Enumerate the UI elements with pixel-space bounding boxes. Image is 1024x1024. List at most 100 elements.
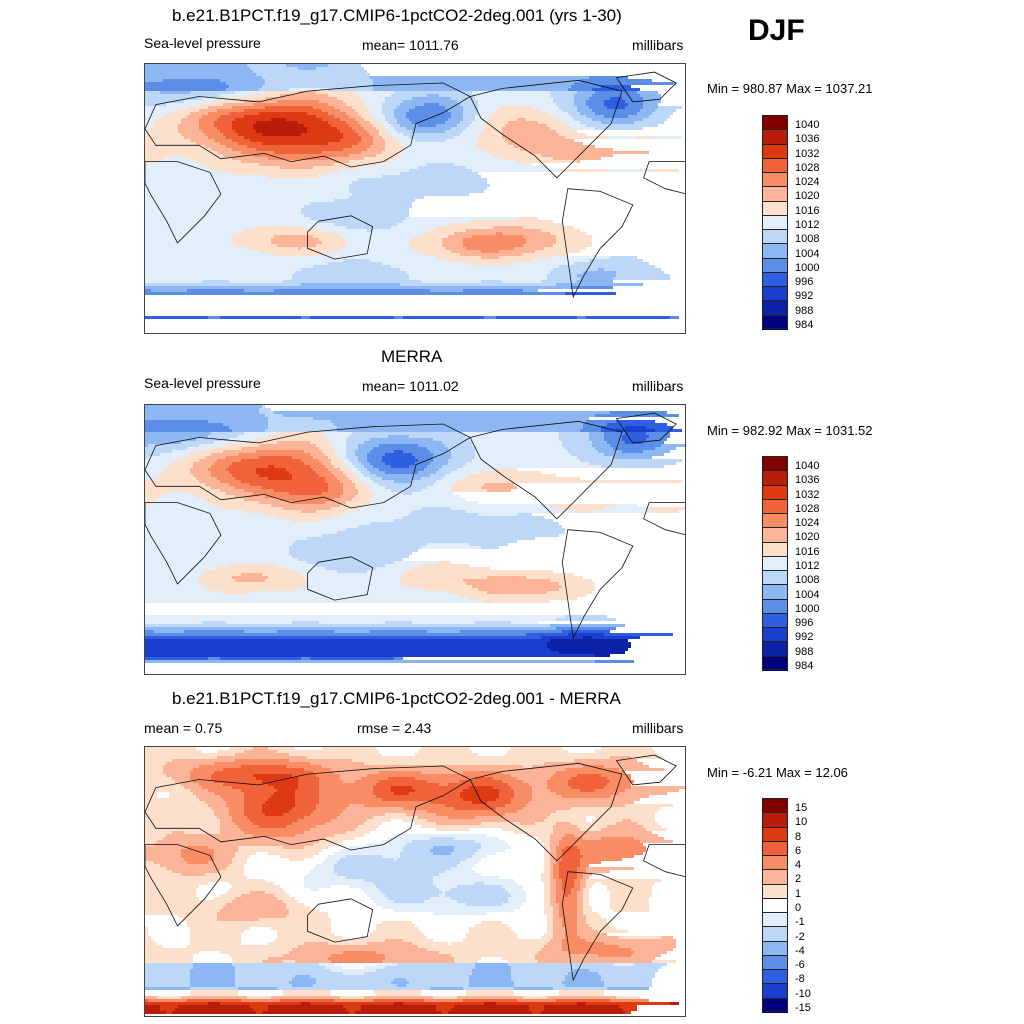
colorbar-tick-label: 1020: [795, 190, 820, 203]
colorbar-swatch: [762, 812, 788, 828]
colorbar-swatch: [762, 983, 788, 999]
contour-field: [145, 747, 685, 1014]
colorbar-tick-label: -6: [795, 959, 805, 972]
colorbar-tick-label: 1016: [795, 545, 820, 558]
colorbar-swatch: [762, 214, 788, 231]
colorbar-frame: [762, 798, 788, 1012]
colorbar-swatch: [762, 869, 788, 885]
colorbar-swatch: [762, 484, 788, 500]
colorbar-tick-label: 1012: [795, 219, 820, 231]
colorbar-swatch: [762, 840, 788, 857]
colorbar-swatch: [762, 826, 788, 842]
panel-3-units-label: millibars: [632, 720, 684, 736]
colorbar-tick-label: 1024: [795, 517, 820, 530]
coastline: [145, 844, 222, 927]
coastline: [469, 420, 623, 520]
colorbar-tick-label: -1: [795, 916, 805, 929]
colorbar-swatch: [762, 570, 788, 586]
colorbar-tick-label: 984: [795, 659, 814, 672]
panel-1-left-label: Sea-level pressure: [144, 35, 261, 51]
colorbar-tick-label: 1020: [795, 531, 820, 544]
colorbar-swatch: [762, 897, 788, 914]
colorbar-swatch: [762, 243, 788, 259]
colorbar-tick-label: -2: [795, 930, 805, 943]
coastline: [145, 82, 472, 168]
colorbar-frame: [762, 115, 788, 329]
colorbar-tick-label: 10: [795, 816, 808, 829]
coastline: [561, 871, 634, 982]
colorbar-swatch: [762, 513, 788, 529]
panel-2-mean-label: mean= 1011.02: [362, 378, 459, 394]
colorbar-swatch: [762, 883, 788, 899]
colorbar-tick-label: 1028: [795, 502, 820, 515]
colorbar-tick-label: 8: [795, 830, 802, 843]
colorbar-tick-label: -8: [795, 973, 805, 986]
colorbar-swatch: [762, 926, 788, 942]
colorbar-swatch: [762, 555, 788, 572]
coastline: [643, 844, 685, 878]
colorbar-swatch: [762, 271, 788, 288]
panel-1-colorbar: 1040 1036 1032 1028 1024 1020 1016 1012 1008 1004…: [762, 115, 852, 330]
colorbar-tick-label: 1036: [795, 133, 820, 146]
colorbar-tick-label: 1032: [795, 147, 820, 160]
colorbar-swatch: [762, 286, 788, 302]
coastline: [145, 765, 472, 851]
contour-field: [145, 64, 685, 319]
panel-1-minmax: Min = 980.87 Max = 1037.21: [707, 81, 873, 96]
colorbar-swatch: [762, 969, 788, 985]
colorbar-tick-label: 988: [795, 304, 814, 317]
colorbar-swatch: [762, 527, 788, 543]
colorbar-tick-label: 15: [795, 802, 808, 815]
panel-1-units-label: millibars: [632, 37, 684, 53]
coastline: [307, 556, 374, 601]
colorbar-tick-label: -10: [795, 987, 811, 1000]
colorbar-swatch: [762, 655, 788, 671]
panel-3-map: [144, 746, 686, 1017]
colorbar-swatch: [762, 598, 788, 614]
colorbar-swatch: [762, 470, 788, 486]
colorbar-swatch: [762, 954, 788, 971]
colorbar-swatch: [762, 912, 788, 928]
colorbar-tick-label: 0: [795, 902, 802, 914]
colorbar-swatch: [762, 186, 788, 202]
colorbar-swatch: [762, 641, 788, 657]
colorbar-tick-label: 1004: [795, 588, 820, 601]
coastline: [469, 79, 623, 179]
coastline: [615, 754, 677, 786]
coastline: [307, 898, 374, 943]
coastline: [643, 161, 685, 195]
panel-2-title: MERRA: [381, 347, 443, 366]
colorbar-swatch: [762, 855, 788, 871]
colorbar-swatch: [762, 172, 788, 188]
coastline: [615, 71, 677, 103]
colorbar-tick-label: 1028: [795, 161, 820, 174]
colorbar-swatch: [762, 129, 788, 145]
colorbar-tick-label: 6: [795, 844, 802, 857]
panel-2-map: [144, 404, 686, 675]
panel-3-title: b.e21.B1PCT.f19_g17.CMIP6-1pctCO2-2deg.0…: [172, 689, 621, 708]
panel-3-colorbar: 15 10 8 6 4 2 1 0 -1 -2 -4 -6 -8 -10 -15: [762, 798, 852, 1013]
colorbar-tick-label: 1024: [795, 176, 820, 189]
colorbar-tick-label: 1: [795, 887, 802, 900]
coastline: [615, 412, 677, 444]
colorbar-swatch: [762, 157, 788, 174]
panel-1-mean-label: mean= 1011.76: [362, 37, 459, 53]
colorbar-tick-label: -4: [795, 944, 805, 957]
panel-3-minmax: Min = -6.21 Max = 12.06: [707, 765, 848, 780]
panel-2-units-label: millibars: [632, 378, 684, 394]
coastline: [307, 215, 374, 260]
colorbar-swatch: [762, 541, 788, 557]
panel-3-rmse-label: rmse = 2.43: [357, 720, 432, 736]
colorbar-swatch: [762, 143, 788, 159]
panel-2-minmax: Min = 982.92 Max = 1031.52: [707, 423, 873, 438]
coastline: [145, 423, 472, 509]
colorbar-swatch: [762, 314, 788, 330]
colorbar-tick-label: 1008: [795, 574, 820, 587]
colorbar-tick-label: 992: [795, 290, 814, 303]
colorbar-swatch: [762, 229, 788, 245]
colorbar-tick-label: 996: [795, 276, 814, 289]
panel-2-left-label: Sea-level pressure: [144, 375, 261, 391]
colorbar-tick-label: 1000: [795, 261, 820, 274]
colorbar-tick-label: 1000: [795, 602, 820, 615]
colorbar-tick-label: 4: [795, 859, 802, 872]
